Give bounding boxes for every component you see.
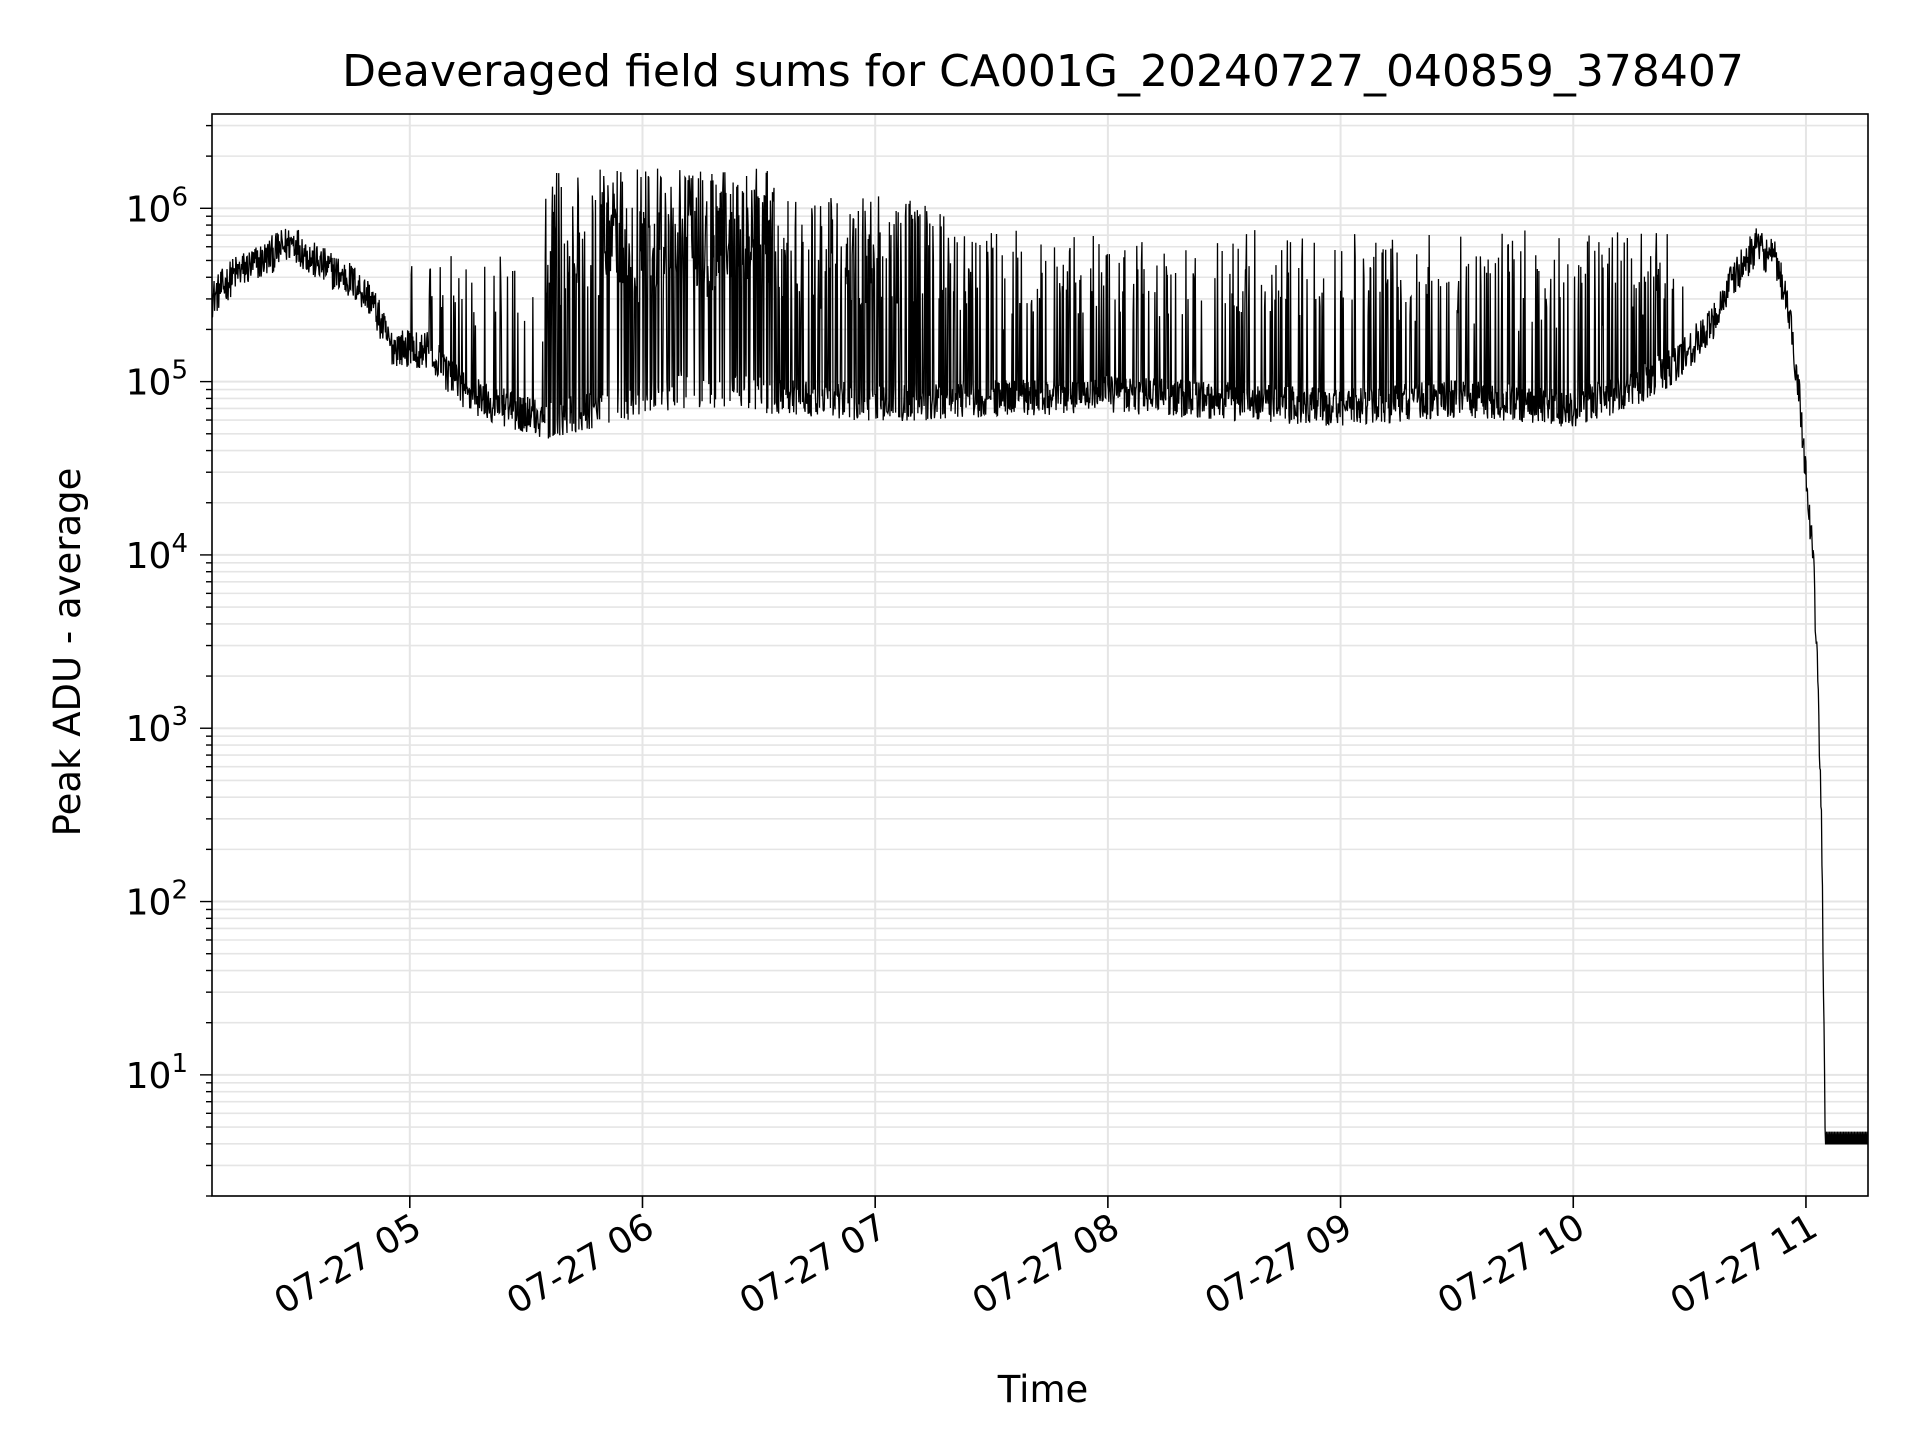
y-tick-label: 105 — [126, 356, 188, 404]
y-tick-label: 102 — [126, 876, 188, 924]
y-axis-label: Peak ADU - average — [46, 468, 89, 837]
x-axis-label: Time — [997, 1368, 1089, 1411]
y-tick-label: 106 — [126, 182, 188, 230]
y-tick-label: 104 — [126, 529, 188, 577]
y-tick-label: 103 — [126, 702, 188, 750]
series-line — [211, 168, 1869, 1145]
plot-frame — [211, 113, 1869, 1197]
y-axis: 101 102 103 104 105 106 — [126, 124, 212, 1197]
series-layer — [211, 168, 1869, 1145]
chart-title: Deaveraged field sums for CA001G_2024072… — [342, 46, 1744, 97]
y-tick-label: 101 — [126, 1049, 188, 1097]
